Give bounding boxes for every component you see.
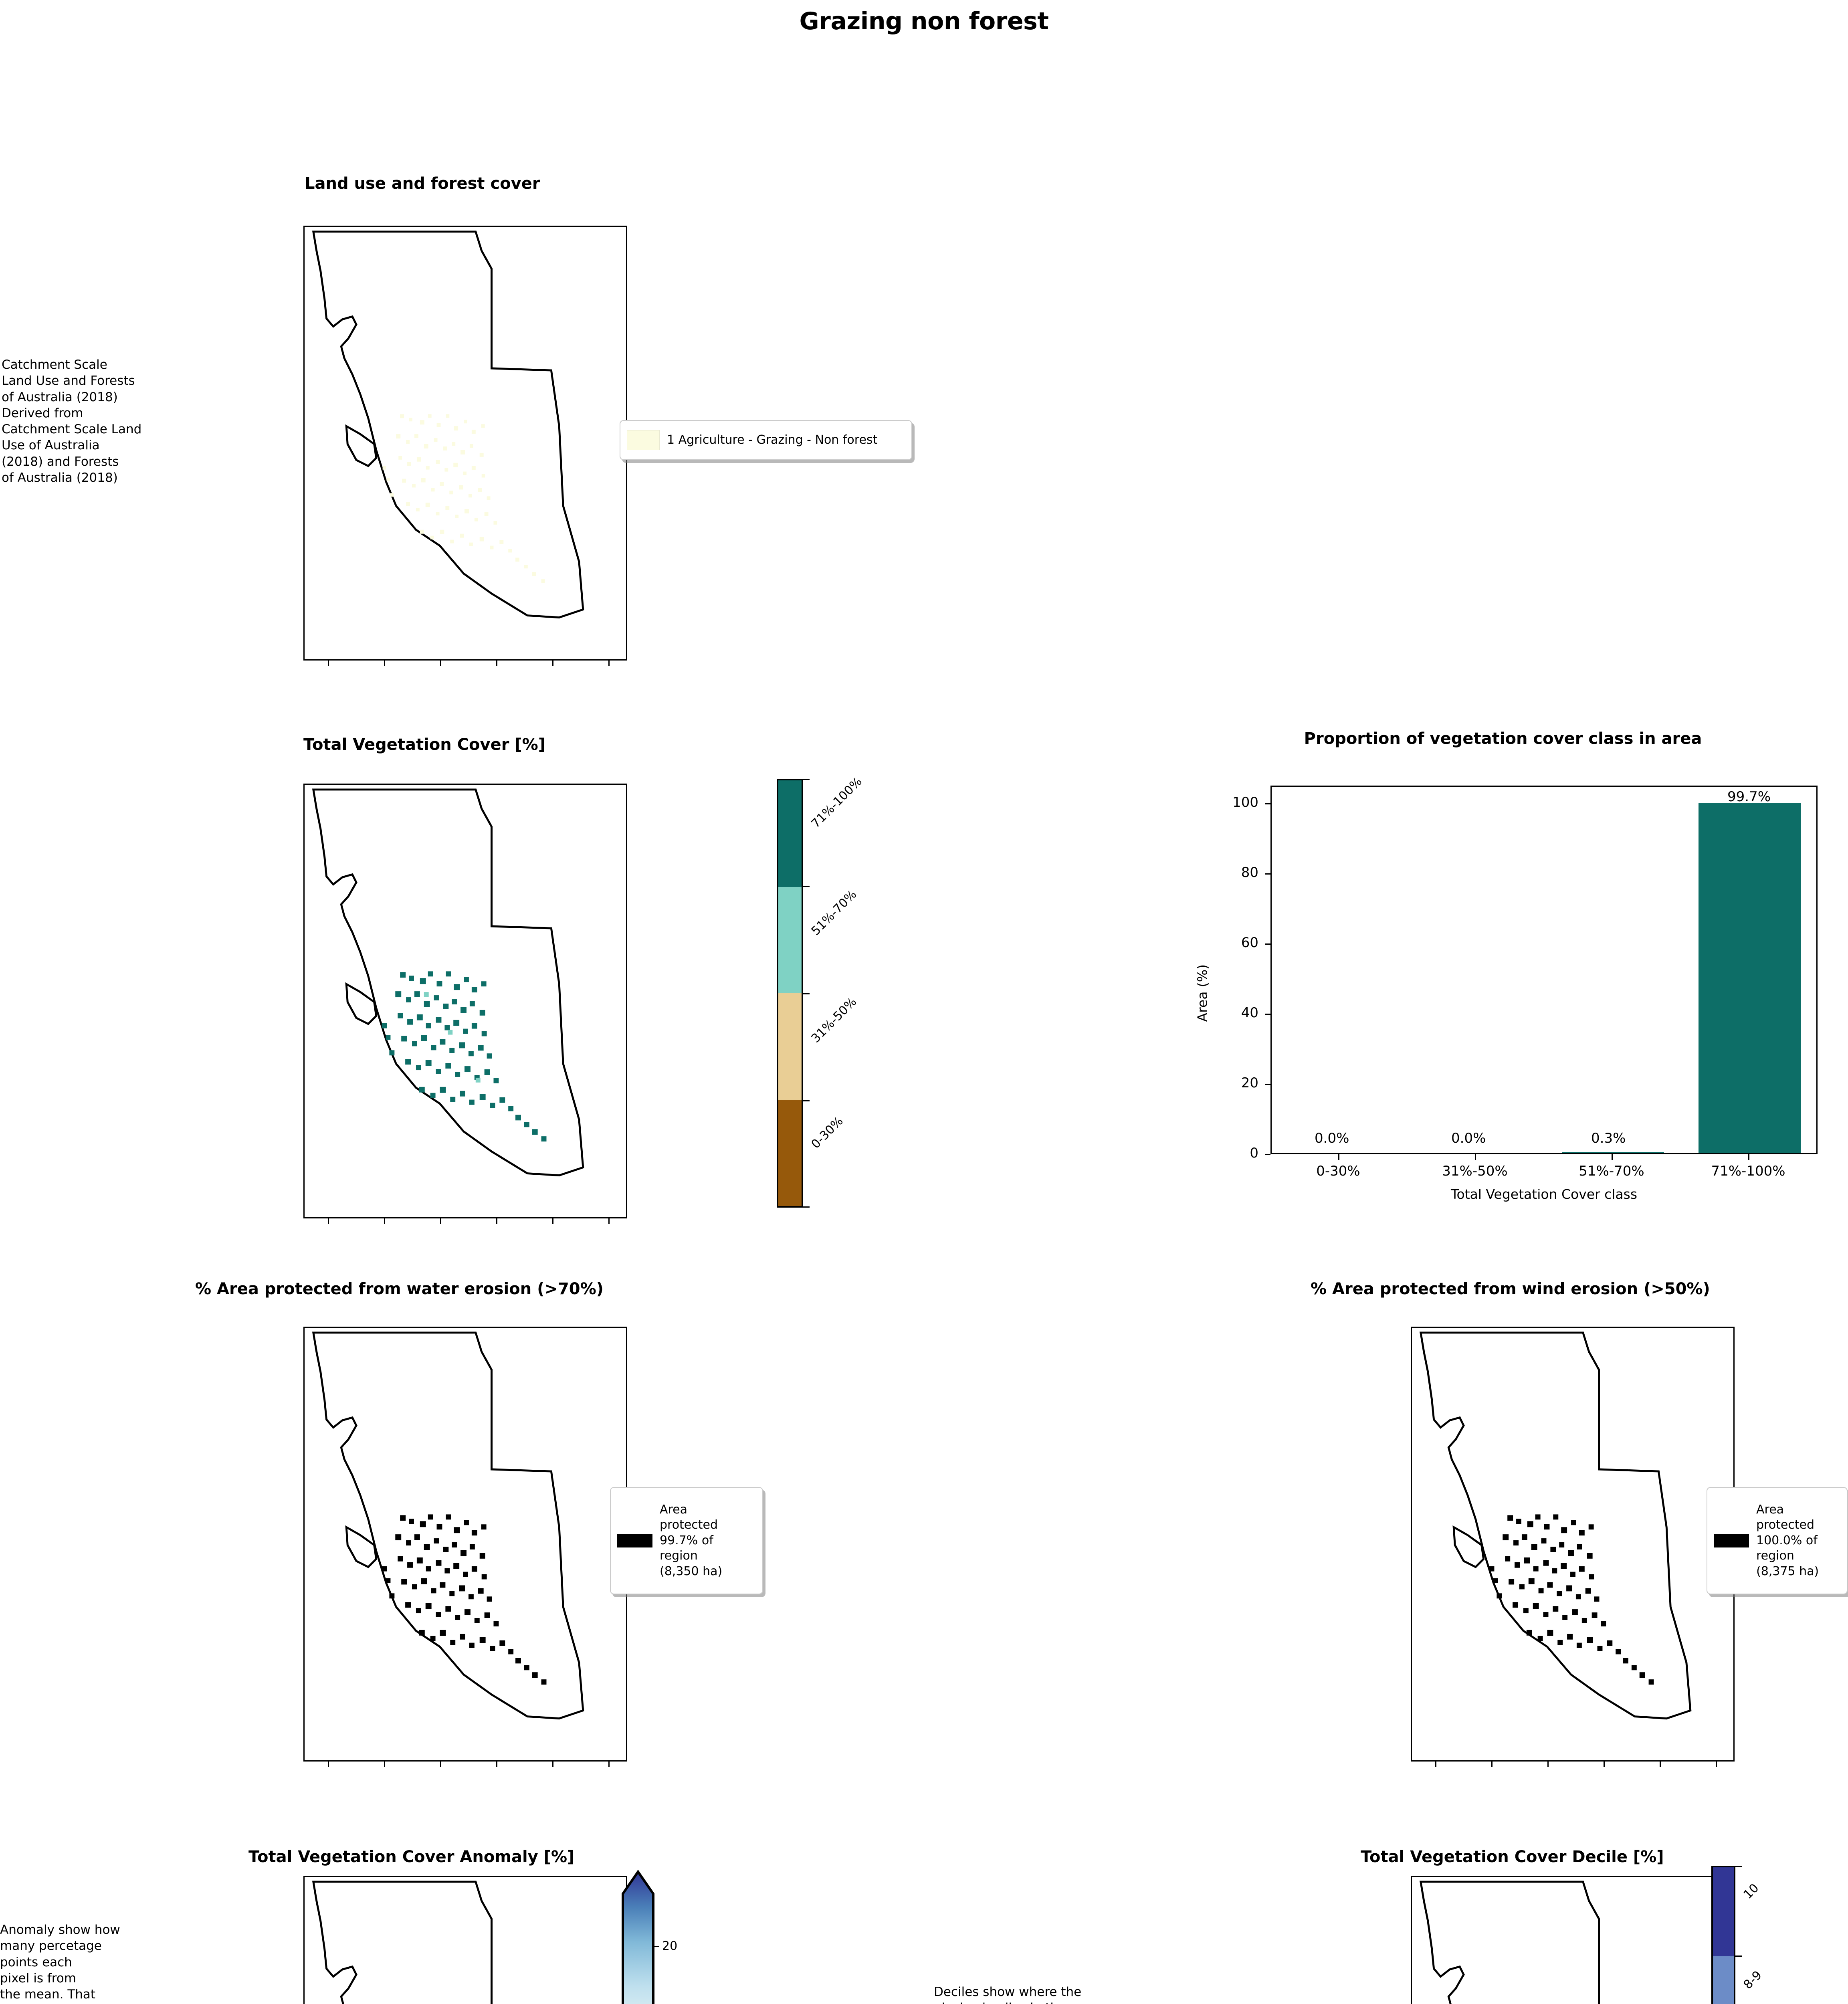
vegcover-pixels xyxy=(382,971,547,1142)
wind-erosion-legend-swatch xyxy=(1714,1534,1749,1547)
wind-erosion-pixels xyxy=(1489,1514,1654,1685)
anomaly-colorbar[interactable]: 20 10 0 -10 -20 xyxy=(617,1856,753,2004)
bar-3[interactable] xyxy=(1699,803,1801,1153)
landuse-panel-title: Land use and forest cover xyxy=(305,174,540,193)
water-erosion-map-svg xyxy=(312,1331,584,1720)
landuse-map[interactable] xyxy=(303,226,627,661)
vegcover-cbar-label-1: 51%-70% xyxy=(808,887,860,938)
landuse-legend-label: 1 Agriculture - Grazing - Non forest xyxy=(667,432,878,447)
decile-side-note: Deciles show where the pixel value lies … xyxy=(934,1985,1082,2004)
landuse-pixels xyxy=(382,414,545,583)
chart-xtick-2: 51%-70% xyxy=(1579,1163,1644,1179)
vegcover-pixels-mid xyxy=(424,992,481,1083)
vegcover-map-svg xyxy=(312,788,584,1177)
chart-xlabel: Total Vegetation Cover class xyxy=(1450,1186,1638,1202)
anomaly-map[interactable] xyxy=(303,1876,627,2004)
water-erosion-panel-title: % Area protected from water erosion (>70… xyxy=(195,1280,604,1298)
chart-plot-area xyxy=(1270,786,1818,1154)
vegcover-cbar-label-0: 71%-100% xyxy=(808,774,865,831)
vegcover-cbar-label-3: 0-30% xyxy=(808,1114,846,1151)
chart-xtick-3: 71%-100% xyxy=(1711,1163,1785,1179)
landuse-map-axis-ticks xyxy=(303,661,627,667)
landuse-legend[interactable]: 1 Agriculture - Grazing - Non forest xyxy=(620,420,912,460)
landuse-side-note: Catchment Scale Land Use and Forests of … xyxy=(2,358,142,485)
vegcover-panel-title: Total Vegetation Cover [%] xyxy=(303,735,546,754)
water-erosion-legend-label: Area protected 99.7% of region (8,350 ha… xyxy=(660,1503,723,1578)
vegcover-proportion-chart[interactable]: Proportion of vegetation cover class in … xyxy=(1162,729,1844,1234)
wind-erosion-map[interactable] xyxy=(1411,1327,1735,1762)
bar-value-2: 0.3% xyxy=(1591,1130,1626,1146)
landuse-legend-swatch xyxy=(627,430,660,450)
anomaly-panel-title: Total Vegetation Cover Anomaly [%] xyxy=(248,1848,575,1866)
vegcover-colorbar[interactable]: 71%-100% 51%-70% 31%-50% 0-30% xyxy=(777,775,913,1208)
wind-erosion-legend[interactable]: Area protected 100.0% of region (8,375 h… xyxy=(1707,1487,1848,1594)
water-erosion-map-axis-ticks xyxy=(303,1762,627,1768)
anomaly-colorbar-svg xyxy=(622,1869,654,2004)
vegcover-map-axis-ticks xyxy=(303,1218,627,1225)
vegcover-map[interactable] xyxy=(303,784,627,1218)
wind-erosion-panel-title: % Area protected from wind erosion (>50%… xyxy=(1311,1280,1710,1298)
water-erosion-map[interactable] xyxy=(303,1327,627,1762)
decile-map-svg xyxy=(1419,1881,1600,2004)
wind-erosion-legend-label: Area protected 100.0% of region (8,375 h… xyxy=(1756,1503,1819,1578)
chart-ytick-4: 80 xyxy=(1241,865,1258,881)
anomaly-side-note: Anomaly show how many percetage points e… xyxy=(0,1923,120,2004)
chart-ytick-3: 60 xyxy=(1241,935,1258,951)
chart-ytick-5: 100 xyxy=(1232,794,1258,810)
bar-value-3: 99.7% xyxy=(1727,789,1771,805)
vegcover-cbar-segment-1 xyxy=(778,887,802,993)
decile-cbar-label-1: 8-9 xyxy=(1741,1968,1765,1992)
water-erosion-legend[interactable]: Area protected 99.7% of region (8,350 ha… xyxy=(610,1487,763,1594)
vegcover-cbar-label-2: 31%-50% xyxy=(808,995,860,1046)
page-title: Grazing non forest xyxy=(799,7,1049,35)
decile-map[interactable] xyxy=(1411,1876,1735,2004)
chart-xtick-1: 31%-50% xyxy=(1442,1163,1508,1179)
chart-ytick-2: 40 xyxy=(1241,1005,1258,1021)
water-erosion-pixels xyxy=(382,1514,547,1685)
bar-value-1: 0.0% xyxy=(1451,1130,1486,1146)
anomaly-map-svg xyxy=(312,1881,493,2004)
bar-value-0: 0.0% xyxy=(1315,1130,1349,1146)
chart-xtick-0: 0-30% xyxy=(1316,1163,1360,1179)
wind-erosion-map-axis-ticks xyxy=(1411,1762,1735,1768)
vegcover-cbar-segment-0 xyxy=(778,780,802,887)
chart-title: Proportion of vegetation cover class in … xyxy=(1304,729,1702,748)
decile-panel-title: Total Vegetation Cover Decile [%] xyxy=(1361,1848,1664,1866)
decile-cbar-label-0: 10 xyxy=(1741,1881,1762,1902)
vegcover-cbar-segment-3 xyxy=(778,1099,802,1206)
decile-colorbar[interactable]: 10 8-9 4-7 2-3 1 xyxy=(1711,1866,1848,2004)
chart-ylabel: Area (%) xyxy=(1194,964,1210,1022)
decile-cbar-segment-0 xyxy=(1713,1867,1734,1957)
chart-ytick-1: 20 xyxy=(1241,1075,1258,1091)
wind-erosion-map-svg xyxy=(1419,1331,1692,1720)
chart-ytick-0: 0 xyxy=(1250,1145,1258,1161)
landuse-map-svg xyxy=(312,230,584,619)
anomaly-cbar-tick-20: 20 xyxy=(662,1939,678,1953)
bar-2[interactable] xyxy=(1562,1152,1664,1153)
decile-cbar-segment-1 xyxy=(1713,1956,1734,2004)
water-erosion-legend-swatch xyxy=(617,1534,652,1547)
vegcover-cbar-segment-2 xyxy=(778,993,802,1100)
